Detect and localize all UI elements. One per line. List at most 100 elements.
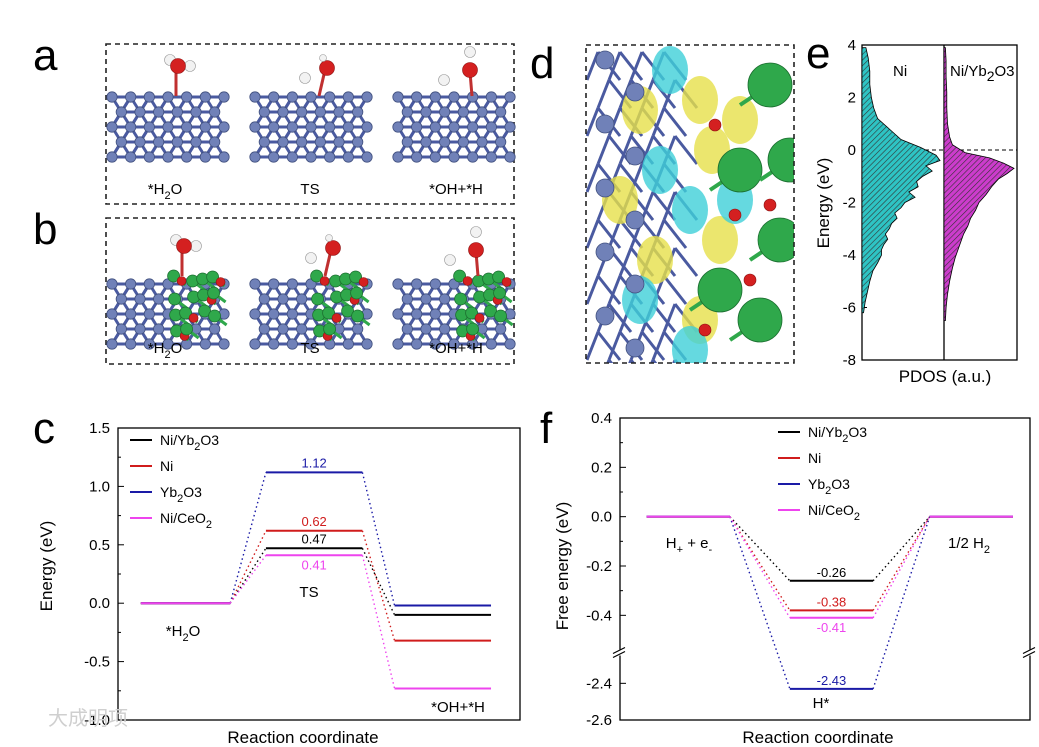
panel-b-structures: *H2O TS *OH+*H: [106, 226, 516, 361]
yb-atom: [465, 306, 479, 320]
ni-atom: [181, 91, 193, 103]
ni-atom: [411, 121, 423, 133]
ni-atom: [249, 91, 261, 103]
connector-yb2o3-0: [729, 516, 791, 690]
bond: [607, 219, 622, 249]
panel-f-frame: [619, 417, 1031, 721]
ni-atom: [153, 136, 165, 148]
charge-lobe: [722, 96, 758, 144]
ni-atom: [190, 136, 202, 148]
panel-f-label: f: [540, 404, 553, 453]
ni-atom: [429, 121, 441, 133]
ni-atom: [342, 91, 354, 103]
yb-atom: [747, 62, 793, 108]
ni-atom: [361, 151, 373, 163]
bond: [629, 359, 636, 363]
h-atom: [319, 54, 327, 62]
ni-atom: [595, 114, 615, 134]
bond: [628, 359, 633, 363]
ni-atom: [495, 106, 507, 118]
ni-atom: [448, 338, 460, 350]
yb-atom: [767, 137, 794, 183]
o-atom: [708, 118, 722, 132]
ni-atom: [429, 278, 441, 290]
h-atom: [444, 254, 456, 266]
pdos-ytick-label: 4: [848, 37, 856, 54]
o-atom: [358, 277, 369, 287]
h-atom: [184, 60, 196, 72]
h-atom: [190, 240, 202, 252]
o-atom: [474, 313, 485, 323]
bond: [618, 135, 633, 165]
panel-f-free-energy-chart: 0.4 0.2 0.0 -0.2 -0.4 -2.4 -2.6 -0.26 -0.38 -2.43…: [586, 410, 1037, 729]
connector-yb2o3-1: [361, 472, 396, 606]
bond: [640, 331, 666, 361]
ni-atom: [495, 136, 507, 148]
axis-break-mark-0: [612, 650, 626, 659]
pdos-ytick-label: -6: [843, 300, 856, 317]
ni-atom: [286, 91, 298, 103]
bond: [596, 331, 622, 361]
bond: [651, 107, 666, 137]
panel-e-label: e: [806, 29, 830, 78]
ni-atom: [199, 338, 211, 350]
bond: [651, 359, 658, 363]
legend-label-2: Yb2O3: [160, 484, 202, 505]
ni-atom: [125, 338, 137, 350]
o-atom: [215, 277, 226, 287]
bond: [618, 163, 644, 193]
connector-niyb2o3-0: [229, 547, 267, 604]
ni-atom: [467, 151, 479, 163]
ni-atom: [420, 136, 432, 148]
ni-atom: [504, 121, 516, 133]
pdos-ytick-label: 0: [848, 142, 856, 159]
ni-atom: [249, 308, 261, 320]
ni-atom: [258, 323, 270, 335]
h-atom: [305, 252, 317, 264]
ni-atom: [125, 308, 137, 320]
ni-atom: [401, 293, 413, 305]
ni-atom: [411, 308, 423, 320]
c-ytick-label: 1.0: [89, 478, 110, 495]
ni-atom: [324, 91, 336, 103]
h-atom: [325, 234, 333, 242]
f-ytick-label: 0.0: [591, 509, 612, 526]
ni-atom: [143, 121, 155, 133]
f-ytick-label: -0.4: [586, 607, 612, 624]
ni-atom: [457, 106, 469, 118]
bond: [618, 51, 644, 81]
ni-atom: [392, 121, 404, 133]
ni-atom: [448, 121, 460, 133]
ni-atom: [277, 106, 289, 118]
o-atom: [501, 277, 512, 287]
ni-atom: [448, 91, 460, 103]
yb-atom: [454, 292, 468, 306]
pdos-label-ni: Ni: [893, 63, 907, 80]
ni-atom: [401, 136, 413, 148]
o-atom: [462, 276, 473, 286]
ni-atom: [595, 50, 615, 70]
ni-atom: [595, 242, 615, 262]
ni-atom: [218, 121, 230, 133]
value-label-ni: 0.62: [301, 514, 326, 529]
legend-label-3: Ni/CeO2: [808, 502, 860, 523]
value-label-yb2o3: 1.12: [301, 455, 326, 470]
yb-atom: [351, 309, 365, 323]
ni-atom: [361, 91, 373, 103]
ni-atom: [420, 106, 432, 118]
ni-atom: [199, 121, 211, 133]
ni-atom: [392, 91, 404, 103]
value-label-niceo2: -0.41: [817, 620, 847, 635]
yb-atom: [167, 269, 181, 283]
ni-atom: [457, 136, 469, 148]
axis-break-mark-1: [1022, 650, 1036, 659]
ni-atom: [134, 323, 146, 335]
ni-atom: [504, 91, 516, 103]
connector-yb2o3-0: [229, 472, 267, 604]
ni-atom: [286, 151, 298, 163]
yb-atom: [717, 147, 763, 193]
bond: [586, 275, 600, 305]
ni-atom: [485, 338, 497, 350]
ni-atom: [249, 121, 261, 133]
panel-b-frame: [105, 217, 515, 365]
